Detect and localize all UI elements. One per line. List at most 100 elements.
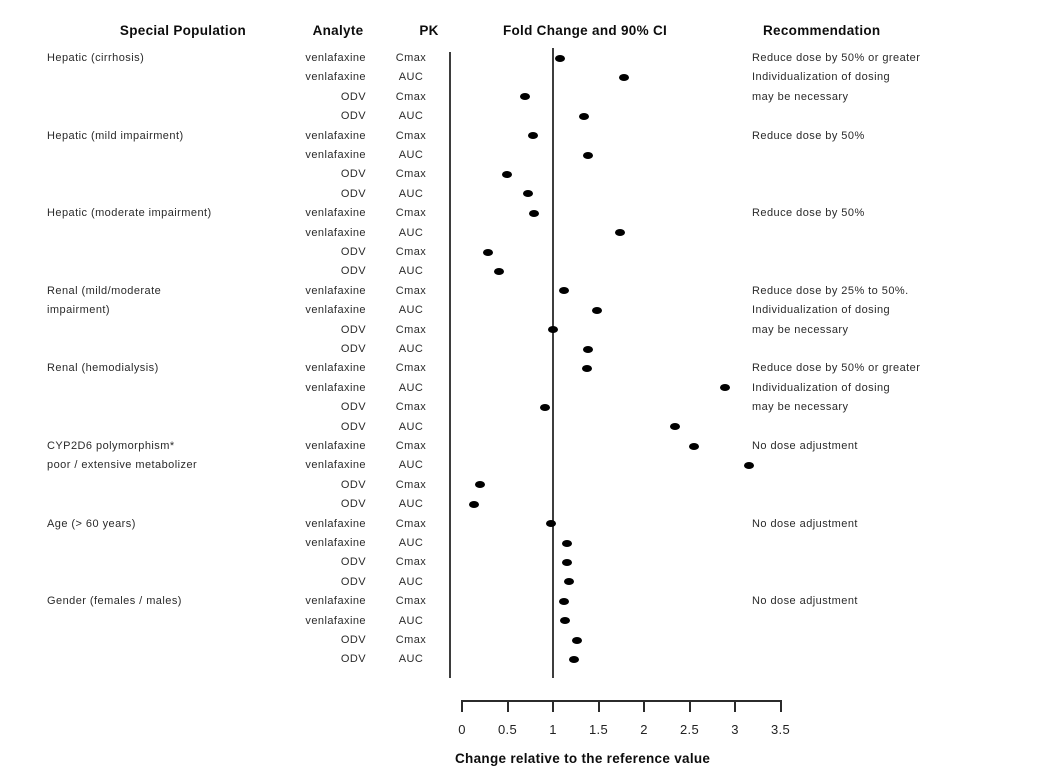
pk-label: AUC xyxy=(398,149,424,161)
data-point-dot xyxy=(527,132,538,140)
analyte-label: ODV xyxy=(340,575,366,588)
pk-label: Cmax xyxy=(395,284,427,297)
analyte-label: venlafaxine xyxy=(305,304,366,317)
pk-label: Cmax xyxy=(395,129,427,142)
analyte-label: ODV xyxy=(340,110,366,123)
recommendation-text: Individualization of dosing xyxy=(752,381,891,394)
pk-label: AUC xyxy=(398,187,424,200)
data-point-dot xyxy=(519,93,530,101)
analyte-label: ODV xyxy=(340,478,366,491)
population-label: Renal (mild/moderate xyxy=(47,284,162,297)
x-axis-tick-label: 1.5 xyxy=(589,722,608,737)
x-axis-title: Change relative to the reference value xyxy=(455,751,711,766)
analyte-label: venlafaxine xyxy=(305,226,366,239)
pk-label: Cmax xyxy=(395,168,427,181)
pk-label: AUC xyxy=(398,537,424,549)
x-axis-tick xyxy=(734,701,736,712)
plot-left-border-line xyxy=(449,52,451,678)
pk-label: Cmax xyxy=(395,362,427,375)
pk-label: AUC xyxy=(398,420,424,433)
population-label: Hepatic (moderate impairment) xyxy=(47,207,212,220)
data-point-dot xyxy=(743,461,754,469)
analyte-label: ODV xyxy=(340,556,366,569)
population-label: CYP2D6 polymorphism* xyxy=(47,440,175,452)
recommendation-text: Reduce dose by 50% or greater xyxy=(752,52,921,64)
pk-label: Cmax xyxy=(395,246,427,258)
data-point-dot xyxy=(669,423,680,431)
data-point-dot xyxy=(468,500,479,508)
pk-label: AUC xyxy=(398,575,424,588)
data-point-dot xyxy=(582,151,593,159)
recommendation-text: No dose adjustment xyxy=(752,517,858,530)
data-point-dot xyxy=(561,558,572,566)
analyte-label: ODV xyxy=(340,265,366,278)
data-point-dot xyxy=(546,520,557,528)
analyte-label: venlafaxine xyxy=(305,381,366,394)
analyte-label: venlafaxine xyxy=(305,71,366,84)
recommendation-text: Reduce dose by 50% xyxy=(752,129,865,142)
data-point-dot xyxy=(582,345,593,353)
recommendation-text: may be necessary xyxy=(752,323,849,336)
data-point-dot xyxy=(501,170,512,178)
recommendation-text: No dose adjustment xyxy=(752,440,858,452)
data-point-dot xyxy=(559,617,570,625)
pk-label: AUC xyxy=(398,71,424,84)
pk-label: Cmax xyxy=(395,207,427,220)
data-point-dot xyxy=(568,655,579,663)
x-axis-tick-label: 2 xyxy=(640,722,648,737)
x-axis-tick xyxy=(688,701,691,712)
data-point-dot xyxy=(548,326,558,334)
pk-label: Cmax xyxy=(395,556,427,569)
column-header-analyte: Analyte xyxy=(312,23,364,38)
pk-label: AUC xyxy=(398,614,424,627)
data-point-dot xyxy=(475,481,486,489)
x-axis-tick xyxy=(597,701,600,712)
analyte-label: venlafaxine xyxy=(305,440,366,452)
recommendation-text: No dose adjustment xyxy=(752,595,858,608)
recommendation-text: may be necessary xyxy=(752,401,849,414)
pk-label: Cmax xyxy=(395,323,427,336)
pk-label: AUC xyxy=(398,226,424,239)
data-point-dot xyxy=(523,190,534,198)
population-label: Age (> 60 years) xyxy=(47,517,136,530)
data-point-dot xyxy=(689,442,700,450)
data-point-dot xyxy=(539,403,550,411)
analyte-label: venlafaxine xyxy=(305,149,366,161)
analyte-label: venlafaxine xyxy=(305,129,366,142)
recommendation-text: Individualization of dosing xyxy=(752,304,891,317)
analyte-label: venlafaxine xyxy=(305,362,366,375)
data-point-dot xyxy=(719,384,730,392)
data-point-dot xyxy=(558,287,569,295)
analyte-label: venlafaxine xyxy=(305,52,366,64)
pk-label: Cmax xyxy=(395,90,427,103)
analyte-label: venlafaxine xyxy=(305,207,366,220)
pk-label: Cmax xyxy=(395,401,427,414)
pk-label: AUC xyxy=(398,459,424,472)
data-point-dot xyxy=(578,112,589,120)
column-header-special-population: Special Population xyxy=(119,23,247,38)
pk-label: Cmax xyxy=(395,52,427,64)
pk-label: AUC xyxy=(398,265,424,278)
x-axis-tick-label: 3.5 xyxy=(771,722,790,737)
x-axis-line xyxy=(461,700,782,702)
column-header-recommendation: Recommendation xyxy=(763,23,881,38)
recommendation-text: Reduce dose by 25% to 50%. xyxy=(752,284,909,297)
population-label: Renal (hemodialysis) xyxy=(47,362,159,375)
pk-label: AUC xyxy=(398,498,424,511)
analyte-label: ODV xyxy=(340,323,366,336)
x-axis-tick xyxy=(461,701,463,712)
data-point-dot xyxy=(528,209,539,217)
analyte-label: ODV xyxy=(340,90,366,103)
analyte-label: venlafaxine xyxy=(305,284,366,297)
population-label: Hepatic (mild impairment) xyxy=(47,129,184,142)
analyte-label: venlafaxine xyxy=(305,517,366,530)
population-label: Hepatic (cirrhosis) xyxy=(47,52,145,64)
x-axis-tick-label: 1 xyxy=(549,722,557,737)
analyte-label: venlafaxine xyxy=(305,595,366,608)
analyte-label: ODV xyxy=(340,401,366,414)
recommendation-text: Individualization of dosing xyxy=(752,71,891,84)
x-axis-tick-label: 2.5 xyxy=(680,722,699,737)
pk-label: AUC xyxy=(398,304,424,317)
data-point-dot xyxy=(564,578,575,586)
population-label: poor / extensive metabolizer xyxy=(47,459,198,472)
